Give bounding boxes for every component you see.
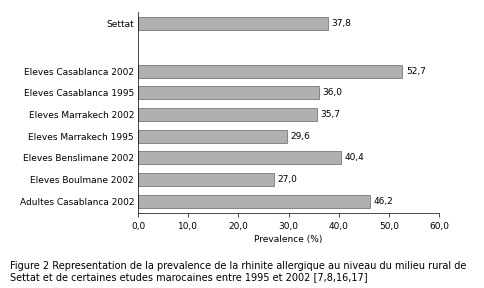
Bar: [138, 17, 327, 30]
Bar: [138, 130, 286, 143]
Text: 36,0: 36,0: [321, 88, 341, 97]
Text: Figure 2 Representation de la prevalence de la rhinite allergique au niveau du m: Figure 2 Representation de la prevalence…: [10, 261, 465, 282]
Text: 29,6: 29,6: [289, 132, 309, 141]
Bar: [138, 108, 317, 121]
Text: 52,7: 52,7: [405, 67, 425, 76]
Bar: [138, 86, 318, 99]
Bar: [138, 195, 369, 208]
Text: 27,0: 27,0: [276, 175, 296, 184]
Text: 37,8: 37,8: [331, 19, 350, 28]
Bar: [138, 65, 402, 78]
Text: 46,2: 46,2: [373, 197, 392, 206]
Text: 35,7: 35,7: [320, 110, 340, 119]
Text: 40,4: 40,4: [344, 153, 363, 162]
Bar: [138, 151, 340, 164]
Bar: [138, 173, 273, 186]
X-axis label: Prevalence (%): Prevalence (%): [254, 235, 322, 244]
